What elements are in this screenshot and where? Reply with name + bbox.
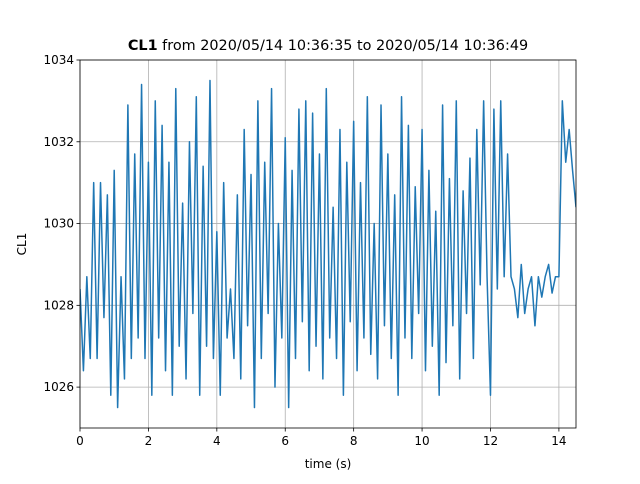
x-tick-label: 8 <box>350 434 358 448</box>
x-tick-label: 4 <box>213 434 221 448</box>
chart-title: CL1 from 2020/05/14 10:36:35 to 2020/05/… <box>128 38 528 54</box>
x-tick-label: 12 <box>483 434 498 448</box>
y-tick-label: 1026 <box>43 380 74 394</box>
y-tick-label: 1028 <box>43 298 74 312</box>
title-text: from 2020/05/14 10:36:35 to 2020/05/14 1… <box>162 38 528 54</box>
x-tick-label: 2 <box>145 434 153 448</box>
x-tick-label: 0 <box>76 434 84 448</box>
x-tick-label: 10 <box>414 434 429 448</box>
data-line <box>80 79 576 409</box>
y-tick-label: 1032 <box>43 135 74 149</box>
y-tick-label: 1030 <box>43 217 74 231</box>
title-name: CL1 <box>128 38 158 54</box>
x-axis-label: time (s) <box>305 457 352 471</box>
x-tick-label: 14 <box>551 434 566 448</box>
plot-frame <box>79 59 577 429</box>
x-tick-label: 6 <box>281 434 289 448</box>
y-tick-label: 1034 <box>43 53 74 67</box>
y-axis-label: CL1 <box>15 233 29 256</box>
